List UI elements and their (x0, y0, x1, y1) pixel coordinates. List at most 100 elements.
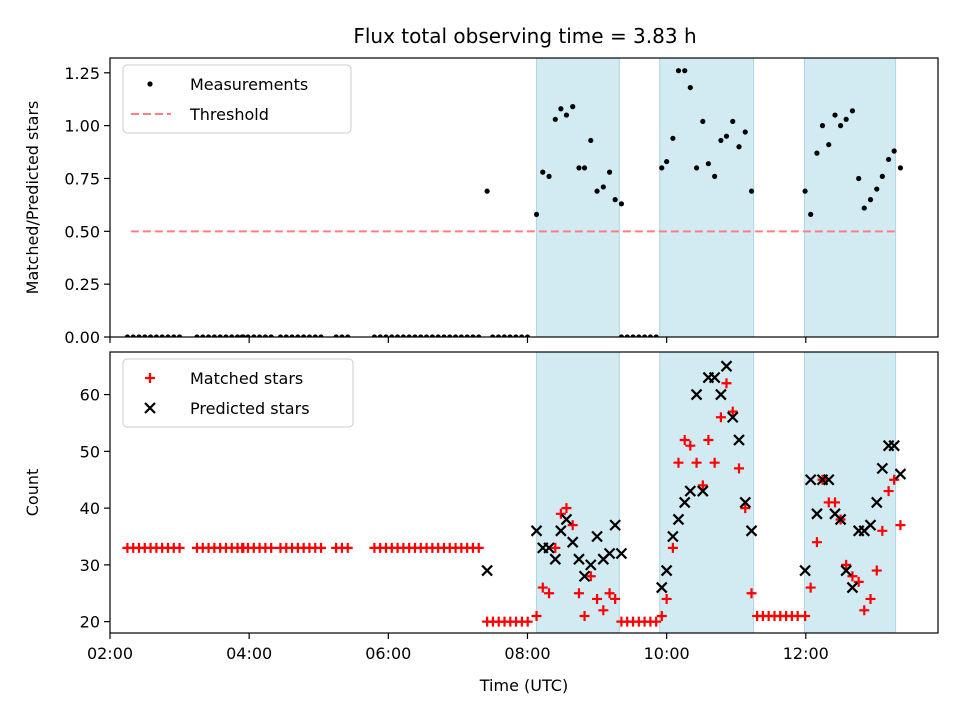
matched-stars-point (342, 542, 353, 553)
predicted-stars-point (530, 525, 543, 537)
measurements-point (495, 334, 502, 337)
observing-window-band (803, 58, 897, 337)
measurements-point (245, 334, 251, 337)
measurements-point (533, 211, 540, 218)
measurements-point (476, 334, 482, 337)
legend-marker (144, 402, 156, 414)
matched-stars-point (877, 525, 888, 536)
matched-stars-point (895, 520, 906, 531)
predicted-stars-point (876, 462, 889, 475)
predicted-stars-point (585, 559, 597, 571)
measurements-point (723, 133, 730, 139)
measurements-point (142, 334, 148, 337)
y-tick-label: 1.00 (64, 117, 100, 136)
legend-marker (147, 81, 153, 87)
matched-stars-point (673, 457, 684, 468)
y-tick-label: 0.00 (64, 328, 100, 347)
measurements-point (306, 334, 313, 337)
measurements-point (136, 334, 142, 337)
predicted-stars-point (549, 553, 562, 565)
predicted-stars-point (799, 564, 811, 577)
measurements-point (383, 334, 389, 337)
matched-stars-point (667, 542, 678, 553)
measurements-point (594, 188, 600, 194)
predicted-stars-point (678, 496, 691, 509)
matched-stars-point (174, 542, 185, 553)
measurements-point (519, 334, 525, 337)
measurements-point (507, 334, 513, 337)
measurements-point (630, 334, 636, 337)
measurements-point (470, 334, 476, 337)
measurements-point (194, 334, 200, 337)
x-tick-label: 12:00 (783, 644, 829, 663)
measurements-point (406, 334, 412, 337)
y-tick-label: 1.25 (64, 64, 100, 83)
predicted-stars-point (708, 371, 721, 384)
matched-stars-point (715, 412, 726, 423)
predicted-stars-point (720, 360, 733, 372)
measurements-point (345, 334, 351, 337)
measurements-point (412, 334, 418, 337)
measurements-point (423, 334, 430, 337)
predicted-stars-point (615, 547, 628, 560)
measurements-point (837, 123, 844, 129)
measurements-point (262, 334, 268, 337)
x-tick-label: 08:00 (504, 644, 550, 663)
predicted-stars-point (715, 388, 727, 401)
matched-stars-point (740, 503, 751, 514)
measurements-point (130, 334, 136, 337)
measurements-point (239, 334, 245, 337)
matched-stars-point (610, 593, 621, 604)
measurements-point (576, 165, 582, 171)
measurements-point (861, 205, 867, 211)
matched-stars-point (573, 588, 584, 599)
x-tick-label: 10:00 (644, 644, 690, 663)
measurements-point (897, 165, 904, 171)
predicted-stars-point (655, 581, 668, 594)
measurements-point (205, 334, 212, 337)
matched-stars-point (691, 457, 702, 468)
legend-label: Threshold (189, 105, 269, 124)
matched-stars-point (544, 588, 555, 599)
matched-stars-point (703, 434, 714, 445)
measurements-point (849, 108, 856, 114)
matched-stars-point (685, 440, 696, 451)
matched-stars-point (805, 582, 816, 593)
matched-stars-point (727, 406, 738, 417)
measurements-point (153, 334, 159, 337)
matched-stars-point (531, 610, 542, 621)
matched-stars-point (734, 463, 745, 474)
measurements-point (563, 112, 570, 118)
measurements-point (217, 334, 223, 337)
predicted-stars-point (888, 439, 900, 452)
observing-window-band (536, 58, 620, 337)
chart-title: Flux total observing time = 3.83 h (353, 24, 696, 48)
matched-stars-point (604, 588, 615, 599)
matched-stars-point (853, 576, 864, 587)
matched-stars-point (579, 610, 590, 621)
legend-label: Measurements (190, 75, 308, 94)
matched-stars-point (550, 542, 561, 553)
measurements-point (268, 334, 274, 337)
legend-box (122, 64, 352, 134)
observing-window-band (659, 352, 755, 633)
measurements-point (441, 334, 447, 337)
matched-stars-point (567, 520, 578, 531)
measurements-point (333, 334, 339, 337)
measurements-point (124, 334, 130, 337)
measurements-point (371, 334, 378, 337)
measurements-point (693, 165, 700, 171)
measurements-point (814, 150, 820, 156)
x-tick-label: 04:00 (226, 644, 272, 663)
predicted-stars-point (609, 519, 621, 531)
predicted-stars-point (745, 525, 758, 537)
axes-frame (109, 351, 939, 634)
measurements-point (802, 188, 808, 194)
predicted-stars-point (834, 513, 847, 526)
matched-stars-point (889, 474, 900, 485)
measurements-point (513, 334, 519, 337)
measurements-point (736, 144, 742, 150)
matched-stars-point (679, 434, 690, 445)
measurements-point (636, 334, 642, 337)
